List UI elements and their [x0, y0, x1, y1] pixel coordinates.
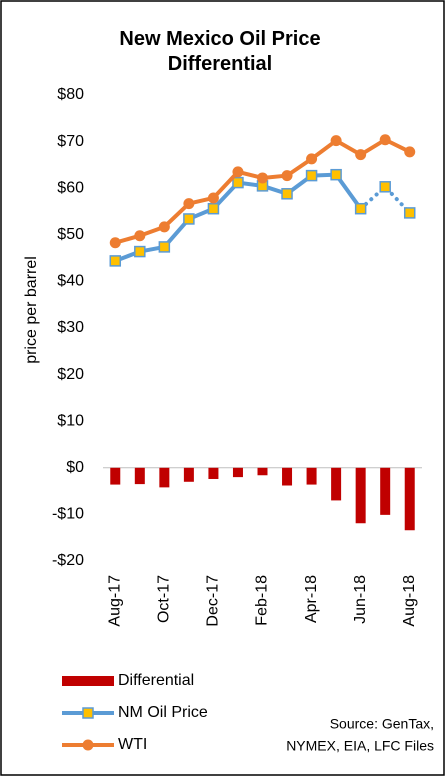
marker	[379, 181, 391, 193]
marker	[207, 202, 220, 215]
y-tick-label: $20	[57, 366, 84, 383]
x-tick-label: Aug-18	[401, 575, 418, 627]
y-tick-label: $10	[57, 412, 84, 429]
bar	[306, 467, 317, 485]
y-tick-label: -$20	[52, 552, 84, 569]
legend-swatch	[62, 676, 114, 686]
y-tick-label: $30	[57, 319, 84, 336]
bar	[331, 467, 342, 501]
legend-marker	[82, 707, 94, 719]
marker	[404, 146, 416, 158]
source-note: Source: GenTax,	[330, 716, 434, 732]
x-tick-label: Oct-17	[156, 575, 173, 623]
marker	[355, 149, 367, 161]
marker	[257, 172, 268, 184]
bar	[208, 467, 219, 479]
marker	[183, 198, 195, 210]
bar	[159, 467, 170, 488]
bar	[380, 467, 391, 515]
marker	[232, 166, 244, 178]
x-tick-label: Aug-17	[106, 575, 123, 627]
bar	[257, 467, 268, 476]
marker	[306, 153, 318, 165]
y-tick-label: $50	[57, 226, 84, 243]
y-tick-label: $0	[66, 459, 84, 476]
bar	[282, 467, 293, 486]
marker	[330, 135, 342, 147]
x-tick-label: Feb-18	[254, 575, 271, 626]
marker	[183, 213, 195, 225]
y-tick-label: $70	[57, 133, 84, 150]
marker	[109, 237, 121, 249]
marker	[354, 202, 367, 215]
chart-title: New Mexico Oil Price Differential	[119, 28, 320, 75]
marker	[134, 245, 146, 258]
marker	[403, 207, 416, 219]
x-tick-label: Apr-18	[303, 575, 320, 623]
bar	[183, 467, 194, 482]
legend-label: NM Oil Price	[118, 704, 208, 721]
line-dotted	[358, 184, 412, 215]
bar	[232, 467, 243, 478]
bar	[404, 467, 415, 531]
marker	[305, 169, 318, 182]
marker	[281, 188, 293, 200]
x-tick-label: Jun-18	[352, 575, 369, 624]
y-tick-label: $80	[57, 86, 84, 103]
y-tick-label: $40	[57, 273, 84, 290]
legend-label: WTI	[118, 736, 147, 753]
marker	[158, 241, 171, 253]
source-note: NYMEX, EIA, LFC Files	[286, 738, 434, 754]
marker	[330, 168, 342, 181]
marker	[158, 221, 170, 233]
marker	[134, 230, 146, 242]
marker	[379, 134, 391, 146]
bar	[355, 467, 366, 524]
legend-marker	[82, 739, 94, 751]
bar	[110, 467, 121, 485]
marker	[232, 176, 244, 189]
bar	[134, 467, 145, 485]
y-tick-label: -$10	[52, 506, 84, 523]
x-tick-label: Dec-17	[205, 575, 222, 627]
y-axis-label: price per barrel	[23, 256, 40, 364]
marker	[109, 255, 122, 267]
legend-label: Differential	[118, 672, 194, 689]
y-tick-label: $60	[57, 179, 84, 196]
marker	[281, 170, 293, 182]
marker	[207, 192, 219, 204]
